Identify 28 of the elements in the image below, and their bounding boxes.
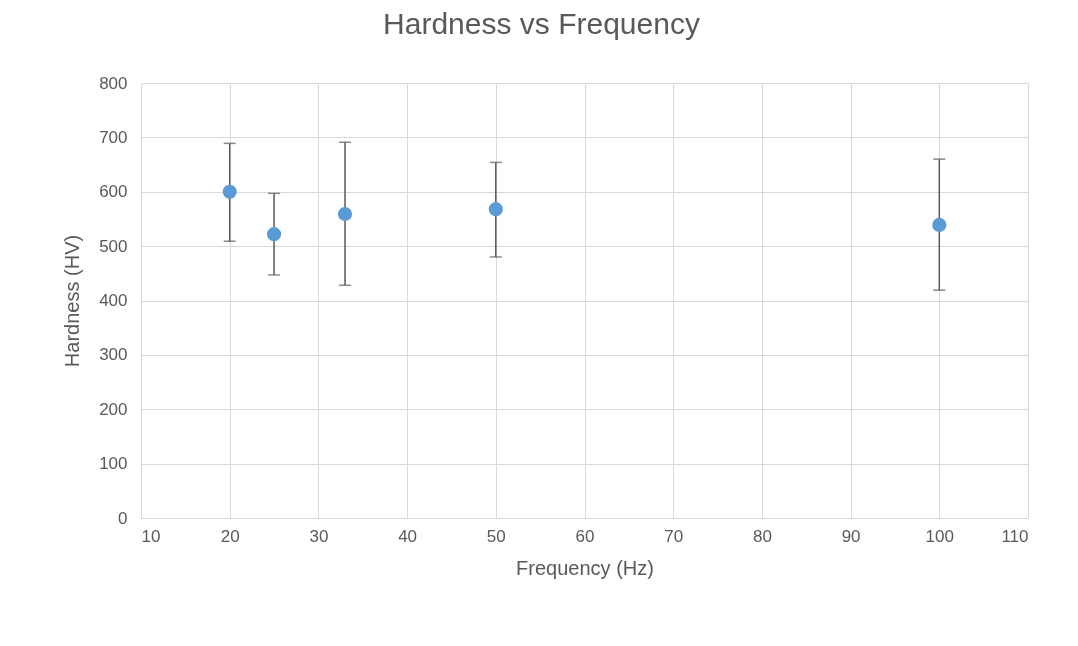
x-tick-label: 70: [664, 526, 684, 546]
point: [932, 217, 947, 232]
y-tick-label: 400: [99, 291, 128, 310]
x-tick-label: 20: [220, 526, 240, 546]
chart-title: Hardness vs Frequency: [383, 7, 700, 40]
x-tick-label: 30: [309, 526, 329, 546]
y-axis-title: Hardness (HV): [61, 234, 84, 368]
x-tick-label: 40: [398, 526, 418, 546]
point: [337, 206, 353, 222]
x-tick-label: 110: [1001, 526, 1029, 546]
y-tick-label: 500: [99, 236, 128, 256]
y-tick-label: 100: [99, 454, 128, 474]
x-tick-label: 100: [925, 526, 954, 546]
x-axis-title: Frequency (Hz): [516, 556, 654, 579]
x-tick-label: 80: [752, 526, 772, 546]
y-tick-label: 800: [99, 73, 128, 93]
y-tick-label: 300: [99, 345, 128, 365]
point: [222, 184, 237, 199]
x-tick-label: 50: [486, 526, 506, 546]
point: [266, 227, 282, 242]
y-tick-label: 200: [99, 399, 128, 419]
y-tick-label: 600: [99, 182, 128, 202]
x-tick-label: 60: [575, 526, 595, 546]
y-tick-label: 700: [99, 127, 128, 147]
point: [488, 202, 503, 217]
x-tick-label: 90: [841, 526, 861, 546]
y-tick-label: 0: [118, 508, 128, 528]
x-tick-label: 10: [141, 526, 161, 546]
